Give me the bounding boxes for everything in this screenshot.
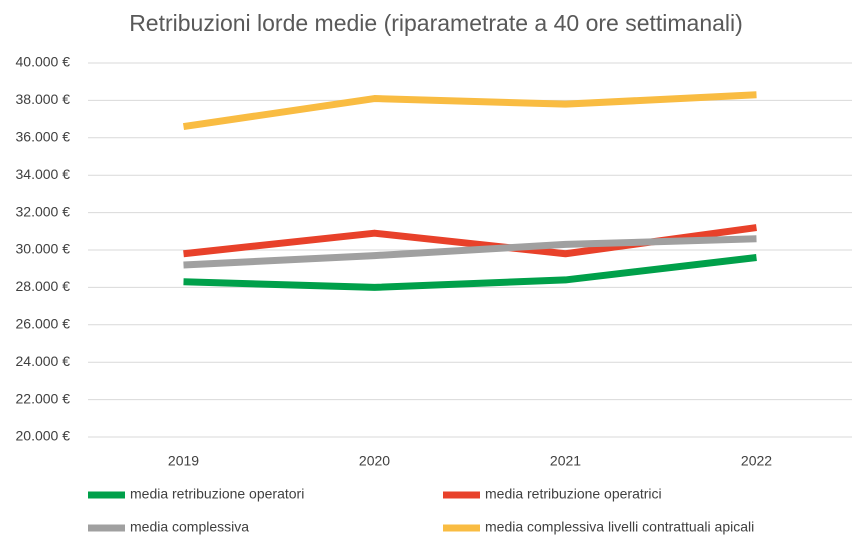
y-tick-label: 38.000 € [16,91,71,107]
series-line [182,91,757,131]
legend-label: media complessiva livelli contrattuali a… [485,519,754,535]
y-tick-label: 34.000 € [16,166,71,182]
y-tick-label: 40.000 € [16,54,71,70]
y-tick-label: 26.000 € [16,316,71,332]
legend-label: media retribuzione operatori [130,486,304,502]
legend-label: media retribuzione operatrici [485,486,662,502]
series-line [183,254,757,291]
series-line [183,235,757,269]
chart-title: Retribuzioni lorde medie (riparametrate … [129,10,743,36]
y-tick-label: 20.000 € [16,428,71,444]
legend-label: media complessiva [130,519,249,535]
x-tick-label: 2020 [359,453,390,469]
y-tick-label: 30.000 € [16,241,71,257]
y-tick-label: 28.000 € [16,278,71,294]
y-tick-label: 32.000 € [16,203,71,219]
x-tick-label: 2022 [741,453,772,469]
x-tick-label: 2021 [550,453,581,469]
y-tick-label: 24.000 € [16,353,71,369]
x-tick-label: 2019 [168,453,199,469]
y-tick-label: 36.000 € [16,129,71,145]
y-tick-label: 22.000 € [16,390,71,406]
